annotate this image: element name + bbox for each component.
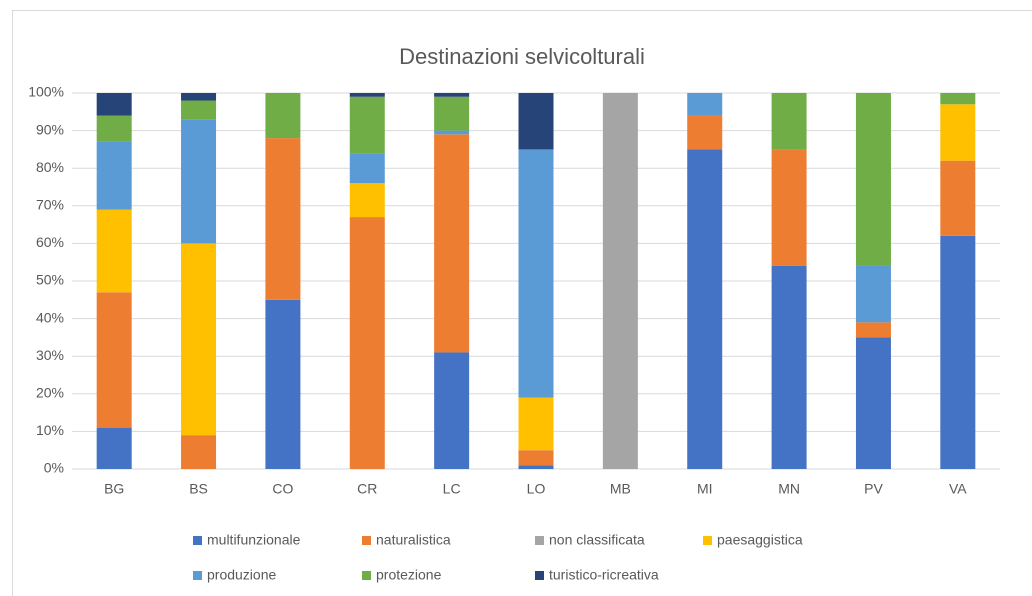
bar-segment xyxy=(434,130,470,135)
y-tick-label: 60% xyxy=(36,234,64,250)
legend-label: multifunzionale xyxy=(207,532,301,548)
legend-swatch xyxy=(193,536,202,545)
bar-segment xyxy=(181,100,217,120)
bar-segment xyxy=(855,265,891,323)
legend-label: turistico-ricreativa xyxy=(549,567,659,583)
x-tick-label: MB xyxy=(610,481,631,497)
bar-segment xyxy=(349,183,385,218)
bar-segment xyxy=(181,119,217,244)
bar-segment xyxy=(518,450,554,466)
legend-label: paesaggistica xyxy=(717,532,803,548)
bar-segment xyxy=(349,96,385,154)
bar-segment xyxy=(518,149,554,398)
legend-swatch xyxy=(535,571,544,580)
bar-segment xyxy=(434,96,470,131)
bar-segment xyxy=(349,153,385,184)
bar-segment xyxy=(940,93,976,105)
bar-segment xyxy=(518,93,554,150)
bar-segment xyxy=(855,337,891,469)
y-tick-label: 10% xyxy=(36,422,64,438)
bar-segment xyxy=(181,243,217,436)
bar-segment xyxy=(96,141,132,210)
bar-segment xyxy=(181,93,217,101)
x-tick-label: CO xyxy=(272,481,293,497)
bar-segment xyxy=(434,134,470,353)
x-tick-label: LO xyxy=(527,481,546,497)
y-tick-label: 0% xyxy=(44,460,64,476)
bar-segment xyxy=(687,149,723,469)
y-tick-label: 40% xyxy=(36,309,64,325)
bar-segment xyxy=(771,149,807,266)
x-tick-label: CR xyxy=(357,481,377,497)
legend-label: non classificata xyxy=(549,532,645,548)
bar-segment xyxy=(518,465,554,469)
bar-segment xyxy=(265,93,301,139)
y-tick-label: 100% xyxy=(28,84,64,100)
bar-segment xyxy=(855,93,891,266)
x-tick-label: MN xyxy=(778,481,800,497)
legend-label: naturalistica xyxy=(376,532,451,548)
bar-segment xyxy=(96,427,132,469)
bar-segment xyxy=(96,93,132,116)
bar-segment xyxy=(602,93,638,469)
bar-segment xyxy=(349,217,385,469)
bar-segment xyxy=(855,322,891,338)
bar-segment xyxy=(940,235,976,469)
bar-segment xyxy=(687,115,723,150)
legend-swatch xyxy=(193,571,202,580)
legend-swatch xyxy=(703,536,712,545)
bar-segment xyxy=(518,397,554,451)
legend-label: protezione xyxy=(376,567,442,583)
y-tick-label: 50% xyxy=(36,272,64,288)
bar-segment xyxy=(687,93,723,116)
y-tick-label: 30% xyxy=(36,347,64,363)
bar-segment xyxy=(265,138,301,300)
y-tick-label: 20% xyxy=(36,385,64,401)
bar-segment xyxy=(434,93,470,97)
bar-segment xyxy=(96,115,132,142)
bar-segment xyxy=(96,209,132,293)
bar-segment xyxy=(349,93,385,97)
legend-swatch xyxy=(535,536,544,545)
x-tick-label: BS xyxy=(189,481,208,497)
x-tick-label: MI xyxy=(697,481,713,497)
legend-swatch xyxy=(362,571,371,580)
legend-swatch xyxy=(362,536,371,545)
bar-segment xyxy=(771,265,807,469)
y-tick-label: 70% xyxy=(36,197,64,213)
legend-label: produzione xyxy=(207,567,276,583)
bar-segment xyxy=(96,292,132,428)
x-tick-label: LC xyxy=(443,481,461,497)
x-tick-label: VA xyxy=(949,481,967,497)
x-tick-label: PV xyxy=(864,481,883,497)
bar-segment xyxy=(940,160,976,236)
bar-segment xyxy=(940,104,976,161)
y-tick-label: 80% xyxy=(36,159,64,175)
bar-segment xyxy=(771,93,807,150)
y-tick-label: 90% xyxy=(36,121,64,137)
x-tick-label: BG xyxy=(104,481,124,497)
chart-title: Destinazioni selvicolturali xyxy=(399,44,645,69)
bar-segment xyxy=(265,299,301,469)
bar-segment xyxy=(434,352,470,469)
bar-segment xyxy=(181,435,217,469)
